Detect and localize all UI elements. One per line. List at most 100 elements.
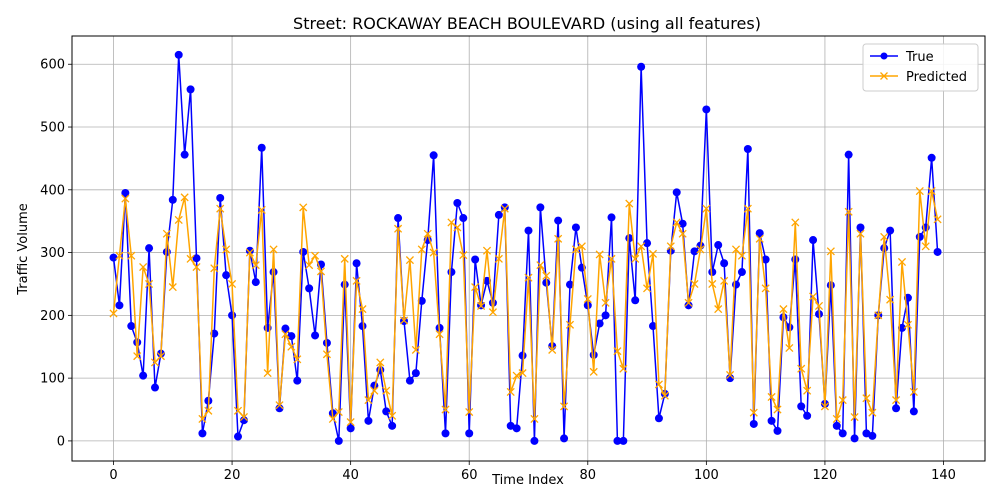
data-point-true xyxy=(838,429,847,438)
data-point-predicted xyxy=(743,204,752,213)
data-point-predicted xyxy=(660,391,669,400)
data-point-predicted xyxy=(109,309,118,318)
data-point-true xyxy=(234,432,242,441)
data-point-true xyxy=(287,332,296,341)
data-point-predicted xyxy=(862,394,871,403)
data-point-true xyxy=(222,271,231,280)
data-point-predicted xyxy=(394,224,403,233)
data-point-predicted xyxy=(809,292,818,301)
data-point-predicted xyxy=(648,249,658,258)
data-point-predicted xyxy=(892,396,901,405)
data-point-predicted xyxy=(696,245,705,254)
data-point-true xyxy=(180,150,189,159)
data-point-predicted xyxy=(779,305,788,314)
data-point-predicted xyxy=(352,276,361,285)
data-point-true xyxy=(109,253,118,262)
data-point-predicted xyxy=(388,411,397,420)
data-point-predicted xyxy=(459,251,468,260)
data-point-predicted xyxy=(927,186,936,196)
plot-frame xyxy=(71,35,986,462)
data-point-predicted xyxy=(417,245,426,254)
data-point-true xyxy=(737,268,746,277)
data-point-true xyxy=(761,255,770,264)
y-tick-label: 200 xyxy=(40,309,65,324)
data-point-predicted xyxy=(702,204,711,213)
data-point-predicted xyxy=(316,267,326,276)
data-point-predicted xyxy=(311,251,320,260)
data-point-predicted xyxy=(382,386,391,395)
data-point-true xyxy=(732,280,740,289)
y-tick-label: 100 xyxy=(40,372,65,387)
data-point-predicted xyxy=(619,364,628,373)
data-point-predicted xyxy=(571,245,580,254)
data-point-predicted xyxy=(560,402,569,411)
data-point-true xyxy=(186,85,195,94)
data-point-predicted xyxy=(595,250,604,259)
data-point-true xyxy=(257,143,266,152)
data-point-predicted xyxy=(162,229,171,238)
data-point-true xyxy=(305,284,314,293)
data-point-true xyxy=(269,268,278,277)
data-point-predicted xyxy=(524,273,533,282)
data-point-true xyxy=(797,402,806,411)
data-point-true xyxy=(690,247,699,256)
data-point-true xyxy=(459,214,468,223)
data-point-true xyxy=(595,319,604,328)
data-point-predicted xyxy=(168,283,177,292)
data-point-predicted xyxy=(245,248,254,257)
data-point-predicted xyxy=(565,320,575,329)
data-point-predicted xyxy=(192,262,201,272)
x-tick-label: 100 xyxy=(694,468,719,483)
data-point-true xyxy=(654,414,663,423)
y-tick-label: 0 xyxy=(57,434,65,449)
data-point-predicted xyxy=(334,407,343,417)
data-point-predicted xyxy=(583,294,592,304)
data-point-predicted xyxy=(915,186,924,196)
data-point-true xyxy=(394,214,403,223)
y-tick-label: 500 xyxy=(40,121,65,136)
data-point-predicted xyxy=(613,347,622,356)
data-point-predicted xyxy=(832,414,841,423)
data-point-true xyxy=(352,259,361,268)
data-point-true xyxy=(868,431,877,440)
data-point-predicted xyxy=(150,358,160,367)
data-point-predicted xyxy=(761,284,770,293)
data-point-predicted xyxy=(773,405,782,414)
data-point-predicted xyxy=(886,295,895,304)
series-markers-true xyxy=(109,50,942,445)
data-point-predicted xyxy=(880,232,889,241)
data-point-predicted xyxy=(423,229,432,238)
data-point-true xyxy=(708,268,717,277)
data-point-predicted xyxy=(145,279,154,289)
data-point-predicted xyxy=(257,205,266,214)
data-point-true xyxy=(607,213,616,222)
data-point-predicted xyxy=(714,305,723,314)
data-point-true xyxy=(524,226,533,235)
data-point-predicted xyxy=(364,396,373,405)
legend-true-label: True xyxy=(905,50,934,65)
data-point-predicted xyxy=(293,355,302,364)
data-point-predicted xyxy=(482,246,492,255)
data-point-true xyxy=(174,50,183,59)
data-point-predicted xyxy=(228,279,237,289)
data-point-true xyxy=(133,338,142,347)
data-point-true xyxy=(192,254,201,263)
data-point-true xyxy=(601,311,610,320)
series-line-predicted xyxy=(112,190,939,423)
data-point-predicted xyxy=(322,350,331,359)
data-point-true xyxy=(720,259,729,268)
data-point-predicted xyxy=(435,330,444,339)
data-point-predicted xyxy=(453,223,462,232)
data-point-true xyxy=(886,226,895,235)
data-point-true xyxy=(311,331,320,340)
data-point-predicted xyxy=(204,406,213,415)
data-point-true xyxy=(791,255,800,264)
data-point-true xyxy=(168,195,177,204)
data-point-true xyxy=(405,376,414,385)
data-point-predicted xyxy=(921,242,930,251)
data-point-true xyxy=(809,236,818,245)
data-point-predicted xyxy=(139,262,148,272)
data-point-predicted xyxy=(868,408,877,417)
x-tick-label: 120 xyxy=(813,468,838,483)
data-point-predicted xyxy=(803,386,812,395)
